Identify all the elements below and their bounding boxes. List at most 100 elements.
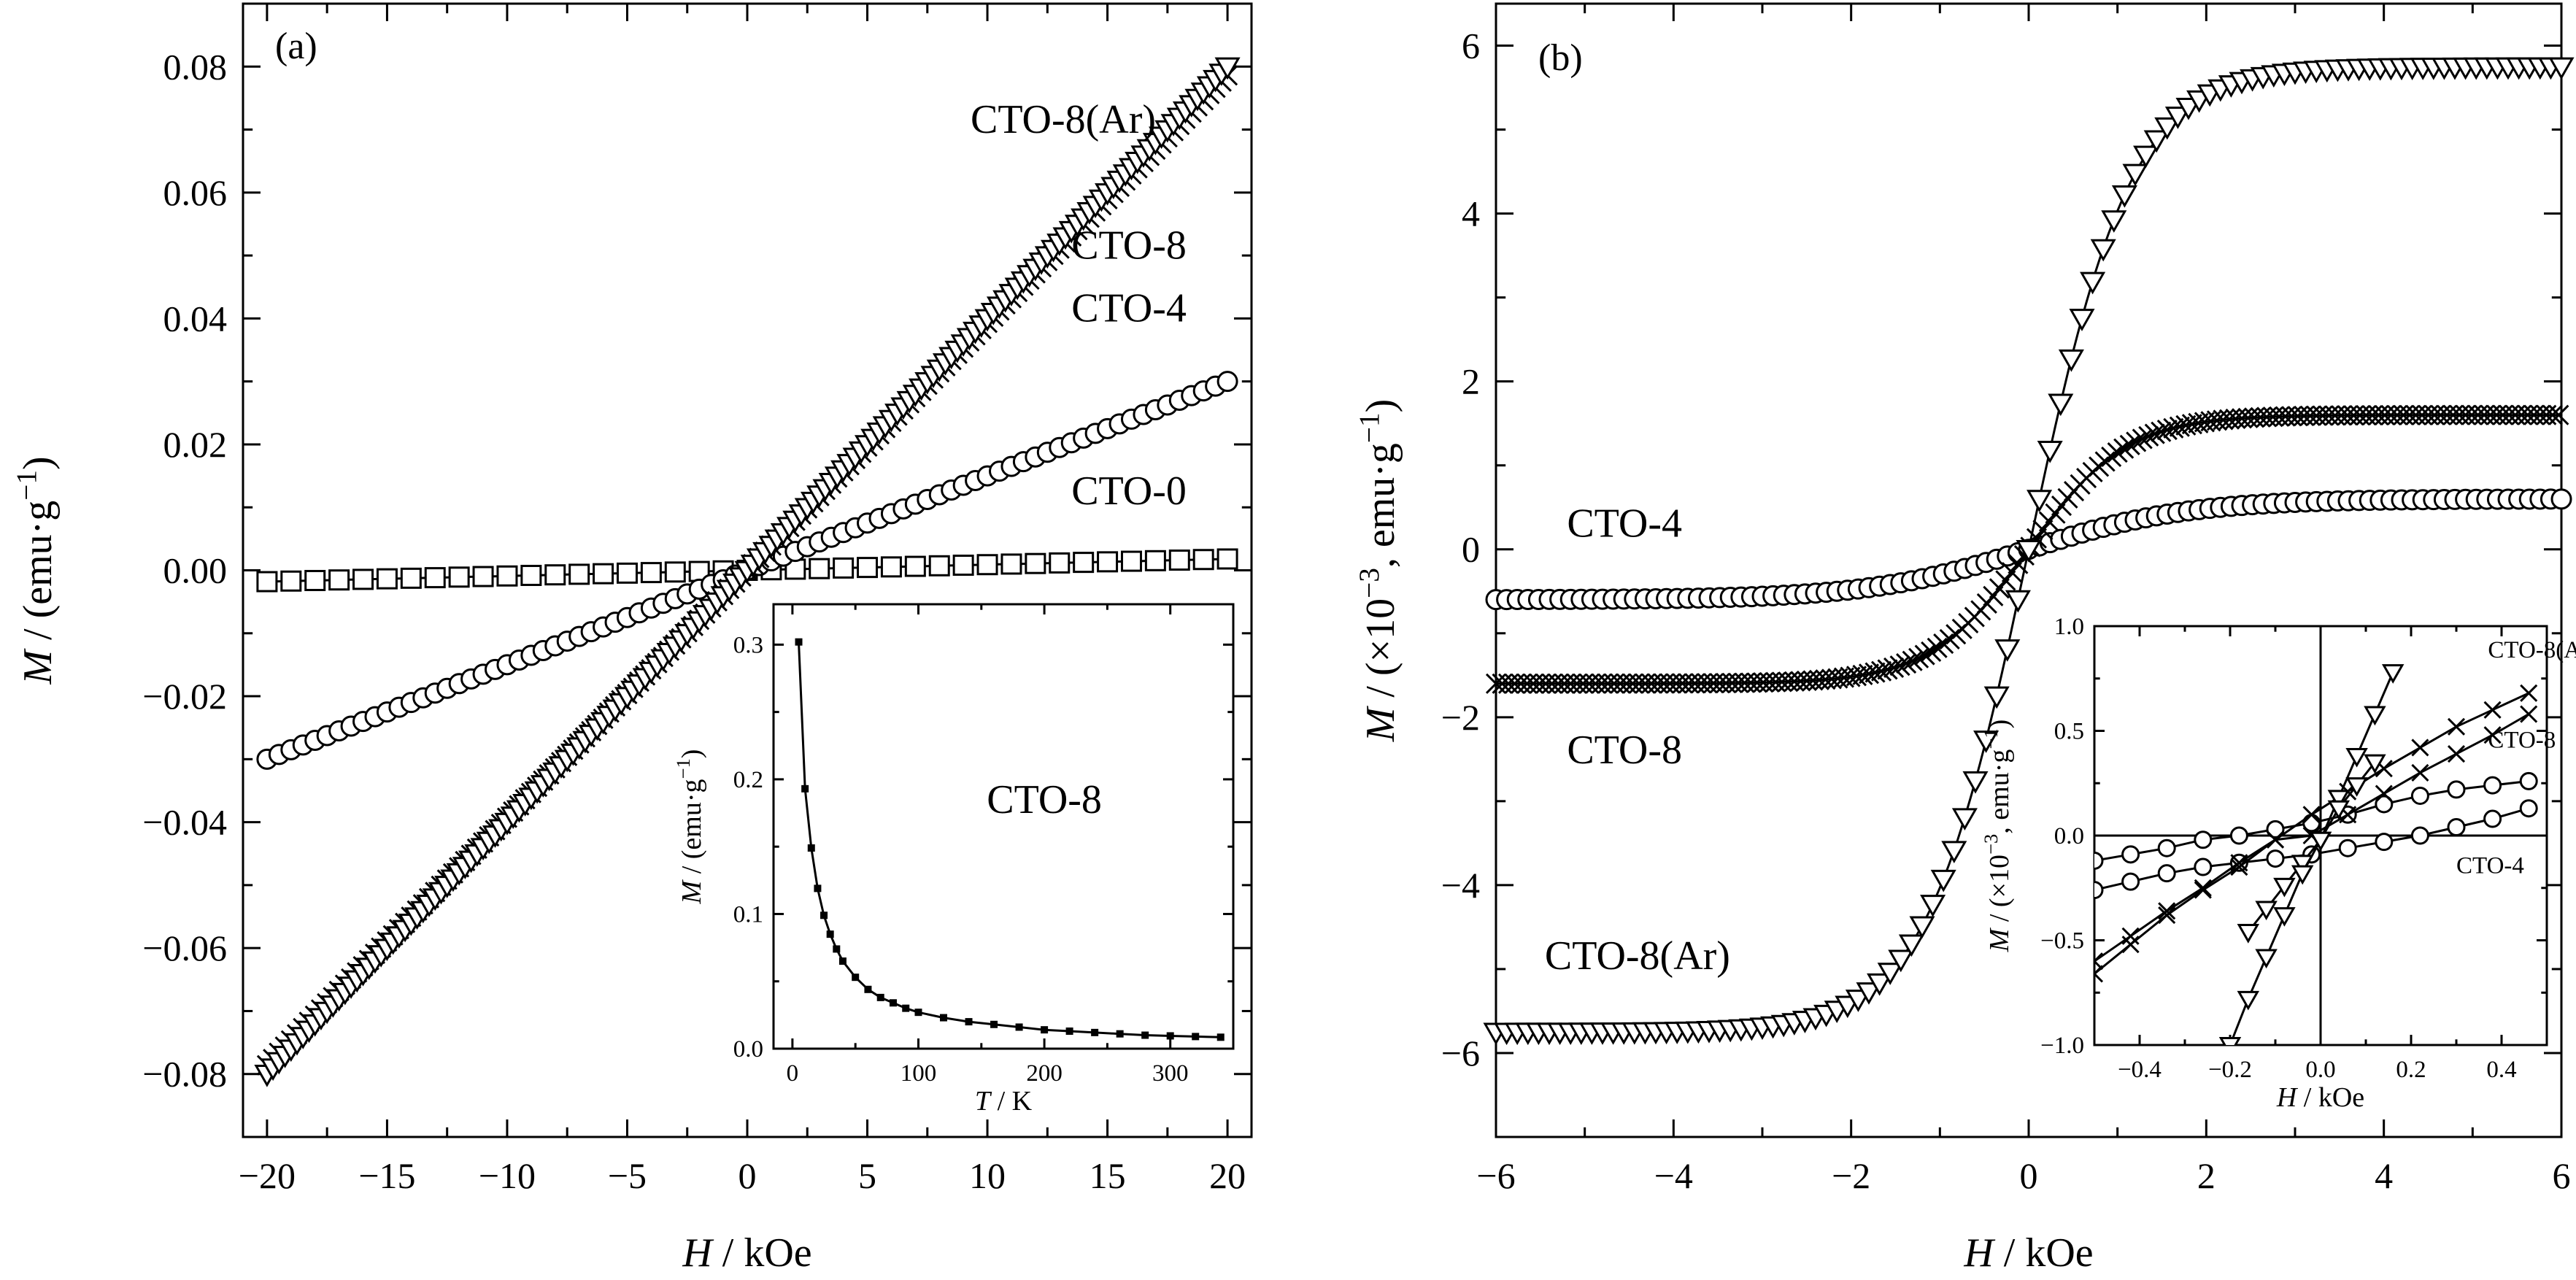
triangle-marker — [2111, 185, 2137, 208]
x-marker — [2483, 726, 2502, 744]
x-marker — [2230, 854, 2248, 872]
y-axis-title-close: ) — [1358, 399, 1403, 413]
x-marker — [2094, 965, 2104, 983]
inset-y-axis-title-sup: −3 — [1980, 834, 2002, 855]
inset-series-label: CTO-8(Ar) — [2488, 637, 2576, 663]
x-marker — [2375, 784, 2393, 803]
inset-y-axis-title: M / (emu·g−1) — [672, 749, 707, 905]
x-marker — [2156, 420, 2178, 441]
circle-marker — [2410, 826, 2429, 845]
circle-marker — [2229, 826, 2248, 845]
panel-a-y-tick-label: −0.02 — [142, 676, 227, 717]
dot-marker — [838, 957, 847, 965]
x-axis-title-unit: / kOe — [1994, 1230, 2094, 1276]
circle-marker — [2094, 851, 2104, 870]
inset-b: −0.4 −0.2 0.0 0.2 0.4 −1.0 −0.5 0.0 0.5 1.0 CTO-8(… — [1980, 614, 2576, 1113]
square-marker — [448, 566, 470, 588]
x-marker — [2411, 739, 2429, 757]
inset-y-axis-title-unit: / (emu·g — [676, 779, 707, 881]
square-marker — [904, 555, 926, 577]
triangle-marker — [2237, 990, 2260, 1011]
triangle-marker — [2058, 349, 2084, 372]
triangle-marker — [2101, 210, 2127, 233]
panel-a-x-tick-label: 0 — [739, 1155, 757, 1196]
triangle-marker — [1983, 686, 2010, 709]
x-marker — [2158, 902, 2176, 920]
inset-b-y-tick-label: −0.5 — [2040, 928, 2084, 955]
square-marker — [376, 568, 398, 590]
triangle-marker — [2037, 440, 2063, 463]
square-marker — [1000, 553, 1022, 575]
dot-marker — [852, 974, 860, 982]
inset-y-axis-title-sup2: −1 — [1980, 728, 2002, 749]
panel-b-x-tick-label: 6 — [2553, 1155, 2571, 1196]
square-marker — [928, 555, 950, 577]
series-cto-8 — [1485, 404, 2569, 694]
panel-b-x-tick-label: −2 — [1832, 1155, 1870, 1196]
dot-marker — [814, 884, 822, 892]
triangle-marker — [2309, 831, 2332, 852]
triangle-marker — [2237, 924, 2260, 944]
inset-y-axis-title-sup: −1 — [672, 758, 694, 779]
series-label: CTO-4 — [1567, 501, 1682, 546]
circle-marker — [2519, 799, 2538, 818]
inset-a-y-tick-label: 0.0 — [733, 1036, 763, 1063]
x-marker — [2094, 952, 2104, 971]
x-marker — [2121, 936, 2140, 954]
panel-b-y-tick-label: −2 — [1441, 697, 1480, 738]
inset-b-y-tick-label: 0.5 — [2054, 719, 2084, 745]
inset-b-x-tick-label: −0.4 — [2118, 1057, 2162, 1083]
series-label: CTO-8 — [1567, 728, 1682, 773]
triangle-marker — [1909, 916, 1935, 939]
triangle-marker — [2218, 1037, 2242, 1045]
triangle-marker — [2548, 57, 2575, 80]
panel-b-y-tick-label: −6 — [1441, 1033, 1480, 1073]
triangle-marker — [1962, 771, 1989, 794]
panel-b-x-tick-label: 2 — [2197, 1155, 2216, 1196]
dot-marker — [795, 638, 803, 646]
square-marker — [952, 555, 974, 577]
dot-marker — [1091, 1028, 1099, 1036]
series-label: CTO-8 — [1071, 223, 1187, 268]
x-marker — [2113, 438, 2135, 459]
inset-a-x-tick-label: 0 — [787, 1060, 799, 1087]
series-label: CTO-8(Ar) — [1545, 933, 1730, 979]
square-marker — [857, 557, 879, 579]
dot-marker — [889, 999, 897, 1007]
dot-marker — [807, 844, 815, 852]
x-axis-title-unit: / kOe — [712, 1230, 812, 1276]
y-axis-title-unit: / (×10 — [1358, 598, 1403, 708]
inset-a-x-tick-label: 200 — [1026, 1060, 1063, 1087]
circle-marker — [2447, 780, 2466, 799]
dot-marker — [1166, 1032, 1174, 1040]
triangle-marker — [1214, 57, 1241, 80]
triangle-marker — [2364, 754, 2386, 774]
triangle-marker — [2133, 145, 2159, 169]
y-axis-title: M / (×10−3, emu·g−1) — [1354, 399, 1404, 743]
triangle-marker — [1973, 730, 2000, 753]
panel-a-y-tick-label: 0.06 — [163, 172, 228, 213]
x-marker — [2548, 404, 2569, 425]
x-marker — [2520, 684, 2538, 702]
triangle-marker — [2273, 877, 2296, 898]
circle-marker — [2550, 488, 2572, 510]
square-marker — [424, 567, 446, 589]
series-cto-4 — [256, 371, 1238, 770]
inset-series-cto-4 — [2094, 771, 2538, 900]
square-marker — [1073, 552, 1095, 574]
x-marker — [2132, 428, 2153, 450]
square-marker — [1144, 550, 1166, 571]
y-axis-title-mid: , emu·g — [1358, 443, 1403, 568]
circle-marker — [2266, 820, 2285, 838]
x-marker — [2001, 562, 2022, 583]
panel-b-x-tick-label: 0 — [2020, 1155, 2038, 1196]
panel-b-x-tick-label: −6 — [1476, 1155, 1515, 1196]
panel-a-x-tick-label: −5 — [608, 1155, 647, 1196]
circle-marker — [2094, 881, 2104, 900]
x-marker — [1908, 647, 1929, 668]
series-label: CTO-8(Ar) — [971, 97, 1156, 142]
circle-marker — [2483, 809, 2502, 828]
square-marker — [1216, 548, 1238, 570]
dot-marker — [833, 945, 841, 953]
